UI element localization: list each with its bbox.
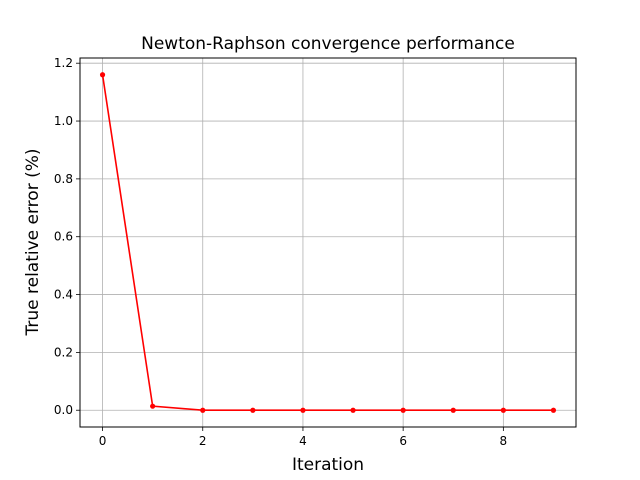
data-point [200, 407, 206, 413]
series-layer [99, 72, 557, 413]
chart-title: Newton-Raphson convergence performance [141, 34, 515, 54]
y-tick-label: 0.0 [54, 403, 73, 417]
x-tick-label: 2 [199, 434, 207, 448]
data-point [150, 403, 156, 409]
x-tick-label: 4 [299, 434, 307, 448]
data-point [400, 407, 406, 413]
x-tick-label: 0 [99, 434, 107, 448]
data-point [500, 407, 506, 413]
y-tick-label: 0.2 [54, 345, 73, 359]
x-tick-label: 8 [500, 434, 508, 448]
x-tick-label: 6 [399, 434, 407, 448]
plot-area [79, 57, 577, 428]
series-line [101, 74, 554, 412]
data-point [350, 407, 356, 413]
data-point [450, 407, 456, 413]
data-point [550, 407, 557, 413]
grid [80, 58, 576, 427]
y-tick-label: 0.8 [54, 172, 73, 186]
y-axis-label: True relative error (%) [23, 148, 43, 336]
y-tick-label: 0.6 [54, 230, 73, 244]
axis-ticks: 0 2 4 6 8 0.0 0.2 0.4 0.6 0.8 1.0 1.2 [54, 56, 507, 448]
data-point [300, 407, 306, 413]
data-point [99, 72, 106, 78]
y-tick-label: 0.4 [54, 288, 73, 302]
x-axis-label: Iteration [292, 455, 364, 475]
y-tick-label: 1.0 [54, 114, 73, 128]
data-point [250, 407, 256, 413]
y-tick-label: 1.2 [54, 56, 73, 70]
